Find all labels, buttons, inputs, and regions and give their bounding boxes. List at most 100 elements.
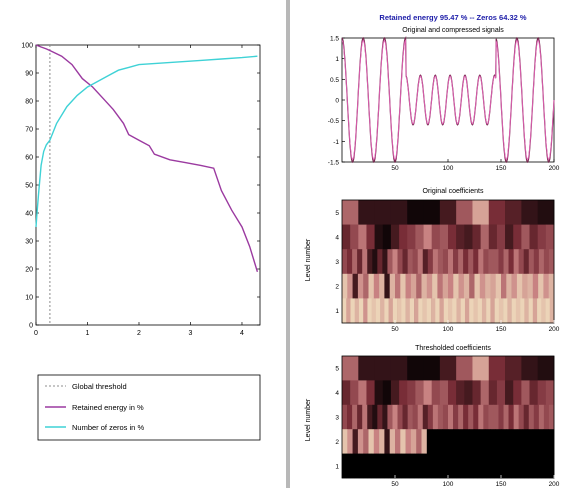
coefficient-cell	[456, 453, 462, 479]
coefficient-cell	[342, 298, 347, 324]
coefficient-cell	[402, 404, 408, 430]
coefficient-cell	[513, 224, 522, 250]
coefficient-cell	[395, 273, 401, 299]
signal-y-ticks: -1.5 -1 -0.5 0 0.5 1 1.5	[328, 36, 345, 167]
coefficient-cell	[373, 273, 380, 299]
coefficient-cell	[516, 273, 523, 299]
coefficient-cell	[522, 429, 528, 454]
coefficient-cell	[416, 273, 422, 299]
signal-x-tick-label: 150	[496, 165, 507, 172]
panel-divider[interactable]	[286, 0, 290, 488]
coefficient-cell	[533, 249, 540, 275]
coefficient-cell	[395, 429, 401, 454]
coefficient-cell	[537, 200, 555, 225]
coefficient-cell	[435, 453, 440, 479]
coefficient-cell	[486, 453, 491, 479]
coefficient-cell	[358, 356, 375, 381]
coefficient-cell	[548, 429, 555, 454]
coefficient-cell	[407, 380, 416, 406]
coefficient-cell	[545, 298, 551, 324]
coefficient-cell	[389, 429, 396, 454]
coefficient-cell	[388, 298, 394, 324]
coefficient-cell	[515, 453, 521, 479]
coefficient-cell	[352, 429, 359, 454]
signal-x-tick-label: 100	[443, 165, 454, 172]
coefficient-cell	[358, 453, 364, 479]
coefficient-cell	[488, 380, 498, 406]
coefficient-cell	[521, 356, 538, 381]
coefficient-cell	[442, 404, 449, 430]
y-tick-label: 80	[25, 99, 33, 106]
level-tick-label: 1	[335, 308, 339, 315]
coefficient-cell	[496, 224, 506, 250]
heatmap-x-tick-label: 100	[443, 481, 454, 488]
coefficient-cell	[472, 200, 490, 225]
coefficient-cell	[342, 453, 347, 479]
coefficient-cell	[488, 224, 498, 250]
coefficient-cell	[379, 429, 385, 454]
coefficient-cell	[350, 453, 356, 479]
coefficient-cell	[518, 249, 525, 275]
coefficient-cell	[380, 453, 385, 479]
heatmap-x-tick-label: 50	[391, 326, 399, 333]
coefficient-cell	[437, 429, 443, 454]
coefficient-cell	[375, 453, 381, 479]
coefficient-cell	[374, 200, 392, 225]
coefficient-cell	[458, 249, 464, 275]
x-axis-ticks: 0 1 2 3 4	[34, 45, 244, 337]
coefficient-cell	[431, 453, 436, 479]
coefficient-cell	[382, 249, 388, 275]
coefficient-cell	[405, 298, 411, 324]
coefficient-cell	[380, 298, 385, 324]
coefficient-cell	[342, 224, 351, 250]
level-tick-label: 3	[335, 415, 339, 422]
coefficient-cell	[390, 380, 400, 406]
coefficient-cell	[511, 298, 517, 324]
coefficient-cell	[543, 249, 550, 275]
coefficient-cell	[368, 429, 375, 454]
coefficient-cell	[505, 380, 514, 406]
coefficient-cell	[528, 404, 535, 430]
coefficient-cell	[392, 453, 398, 479]
coefficient-cell	[357, 429, 364, 454]
coefficient-cell	[503, 298, 508, 324]
coefficient-cell	[367, 249, 373, 275]
signal-plot-title: Original and compressed signals	[402, 27, 504, 34]
coefficient-cell	[538, 249, 545, 275]
threshold-performance-plot: 0 10 20 30 40 50 60 70 80 90 100 0 1 2 3 4	[21, 43, 261, 337]
coefficient-cell	[371, 298, 377, 324]
coefficient-cell	[506, 429, 512, 454]
coefficient-cell	[448, 249, 454, 275]
coefficient-cell	[464, 224, 473, 250]
coefficient-cell	[513, 404, 519, 430]
coefficient-cell	[549, 298, 555, 324]
coefficient-cell	[342, 404, 348, 430]
coefficient-cell	[473, 453, 478, 479]
coefficient-cell	[511, 453, 517, 479]
coefficient-cell	[468, 249, 474, 275]
coefficient-cell	[453, 429, 459, 454]
coefficient-cell	[488, 356, 506, 381]
coefficient-cell	[521, 380, 530, 406]
coefficient-cell	[410, 429, 417, 454]
coefficient-cell	[439, 200, 457, 225]
coefficient-cell	[456, 298, 462, 324]
coefficient-cell	[400, 429, 406, 454]
coefficient-cell	[483, 249, 489, 275]
coefficient-cell	[524, 453, 529, 479]
coefficient-cell	[456, 380, 465, 406]
legend-label-threshold: Global threshold	[72, 382, 127, 391]
coefficient-cell	[407, 404, 413, 430]
coefficient-cell	[463, 249, 469, 275]
coefficient-cell	[453, 404, 459, 430]
coefficient-cell	[439, 453, 445, 479]
coefficient-cell	[401, 298, 406, 324]
coefficient-cell	[520, 453, 525, 479]
coefficient-cell	[473, 298, 478, 324]
coefficient-cell	[516, 429, 523, 454]
coefficient-cell	[483, 404, 489, 430]
coefficient-cell	[392, 298, 398, 324]
coefficient-cell	[342, 273, 348, 299]
signal-y-tick-label: 1.5	[330, 36, 339, 43]
coefficient-cell	[397, 404, 403, 430]
